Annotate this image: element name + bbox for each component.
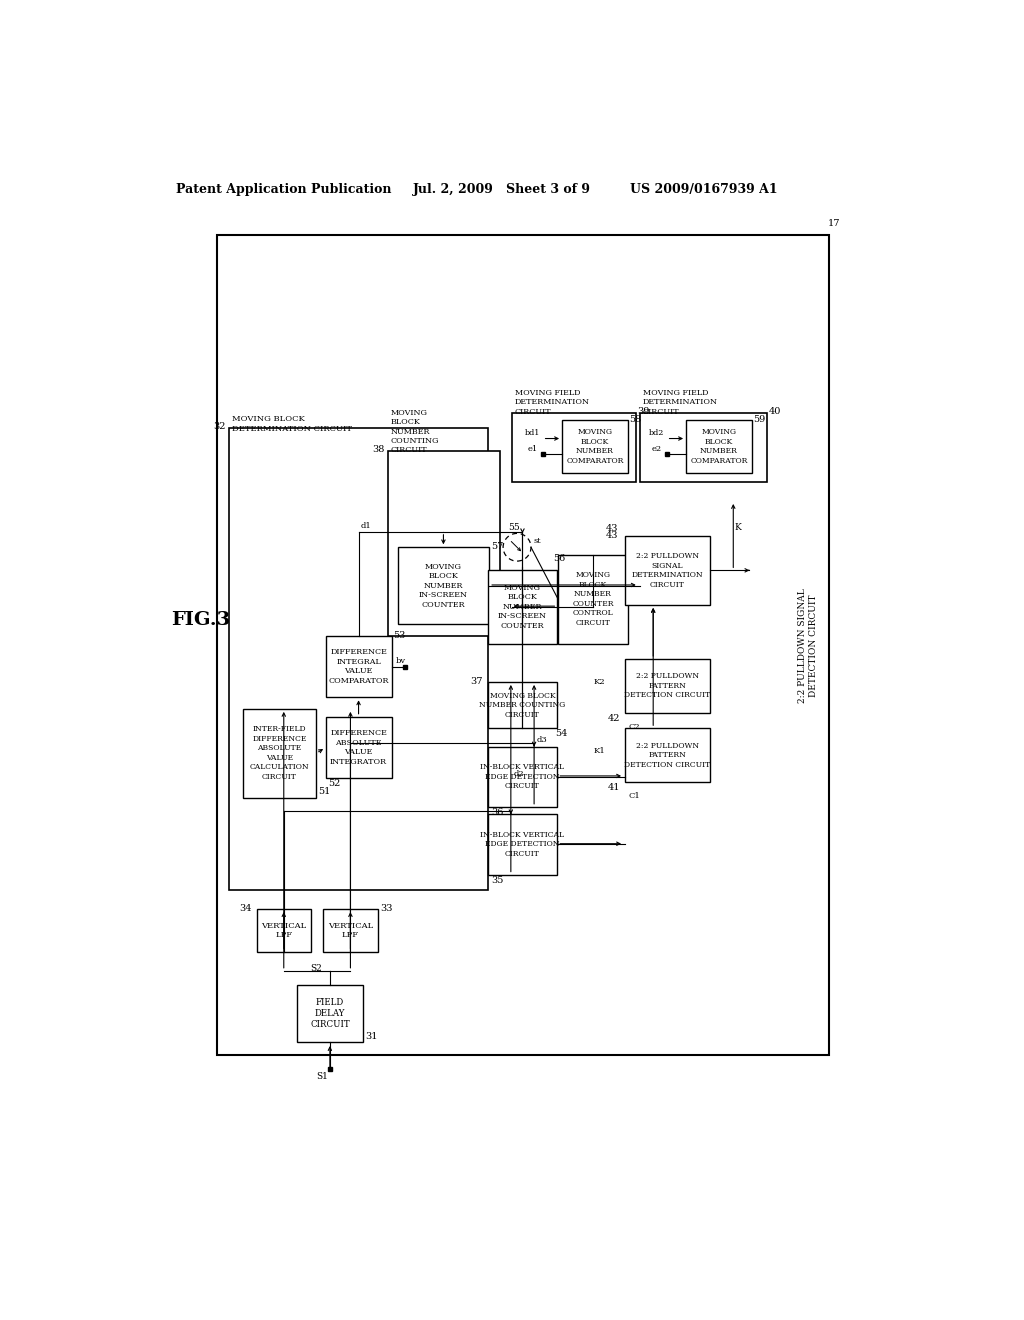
Text: 17: 17 <box>827 219 841 227</box>
Text: INTER-FIELD
DIFFERENCE
ABSOLUTE
VALUE
CALCULATION
CIRCUIT: INTER-FIELD DIFFERENCE ABSOLUTE VALUE CA… <box>250 726 309 781</box>
Text: MOVING FIELD
DETERMINATION
CIRCUIT: MOVING FIELD DETERMINATION CIRCUIT <box>643 389 718 416</box>
Text: e2: e2 <box>652 445 663 453</box>
Bar <box>297 985 362 1043</box>
Bar <box>243 709 316 797</box>
Text: 56: 56 <box>554 553 565 562</box>
Text: Patent Application Publication: Patent Application Publication <box>176 183 391 197</box>
Bar <box>487 747 557 807</box>
Text: MOVING
BLOCK
NUMBER
COUNTER
CONTROL
CIRCUIT: MOVING BLOCK NUMBER COUNTER CONTROL CIRC… <box>572 572 613 627</box>
Text: C1: C1 <box>629 792 640 800</box>
Bar <box>686 420 752 473</box>
Text: C2: C2 <box>629 722 640 730</box>
Text: MOVING FIELD
DETERMINATION
CIRCUIT: MOVING FIELD DETERMINATION CIRCUIT <box>515 389 590 416</box>
Text: DIFFERENCE
ABSOLUTE
VALUE
INTEGRATOR: DIFFERENCE ABSOLUTE VALUE INTEGRATOR <box>330 729 387 766</box>
Text: 34: 34 <box>240 904 252 913</box>
Text: 37: 37 <box>471 677 483 686</box>
Text: 39: 39 <box>637 407 649 416</box>
Text: 36: 36 <box>492 808 504 817</box>
Text: 43: 43 <box>605 531 617 540</box>
Text: MOVING
BLOCK
NUMBER
IN-SCREEN
COUNTER: MOVING BLOCK NUMBER IN-SCREEN COUNTER <box>498 583 547 630</box>
Bar <box>326 717 391 779</box>
Text: MOVING BLOCK
DETERMINATION CIRCUIT: MOVING BLOCK DETERMINATION CIRCUIT <box>231 416 352 433</box>
Text: FIELD
DELAY
CIRCUIT: FIELD DELAY CIRCUIT <box>310 998 350 1028</box>
Bar <box>786 235 829 1056</box>
Text: IN-BLOCK VERTICAL
EDGE DETECTION
CIRCUIT: IN-BLOCK VERTICAL EDGE DETECTION CIRCUIT <box>480 832 564 858</box>
Bar <box>487 682 557 729</box>
Text: 55: 55 <box>508 523 519 532</box>
Bar <box>625 536 710 605</box>
Text: K1: K1 <box>594 747 605 755</box>
Text: MOVING
BLOCK
NUMBER
COMPARATOR: MOVING BLOCK NUMBER COMPARATOR <box>566 428 624 465</box>
Text: VERTICAL
LPF: VERTICAL LPF <box>261 921 306 939</box>
Text: 35: 35 <box>492 875 504 884</box>
Text: S2: S2 <box>310 964 323 973</box>
Text: 38: 38 <box>372 445 384 454</box>
Bar <box>326 636 391 697</box>
Text: S1: S1 <box>316 1072 328 1081</box>
Text: 42: 42 <box>607 714 621 723</box>
Text: VERTICAL
LPF: VERTICAL LPF <box>328 921 373 939</box>
Bar <box>257 909 311 952</box>
Text: bv: bv <box>395 657 406 665</box>
Text: 58: 58 <box>630 414 642 424</box>
Text: bd2: bd2 <box>649 429 665 437</box>
Text: 52: 52 <box>328 779 340 788</box>
Bar <box>487 814 557 875</box>
Text: MOVING
BLOCK
NUMBER
IN-SCREEN
COUNTER: MOVING BLOCK NUMBER IN-SCREEN COUNTER <box>419 562 468 609</box>
Bar <box>625 729 710 781</box>
Text: Jul. 2, 2009   Sheet 3 of 9: Jul. 2, 2009 Sheet 3 of 9 <box>414 183 591 197</box>
Text: 2:2 PULLDOWN
SIGNAL
DETERMINATION
CIRCUIT: 2:2 PULLDOWN SIGNAL DETERMINATION CIRCUI… <box>632 552 703 589</box>
Text: MOVING
BLOCK
NUMBER
COUNTING
CIRCUIT: MOVING BLOCK NUMBER COUNTING CIRCUIT <box>391 409 439 454</box>
Text: bd1: bd1 <box>524 429 541 437</box>
Bar <box>512 413 636 482</box>
Text: 51: 51 <box>317 787 331 796</box>
Text: 2:2 PULLDOWN SIGNAL
DETECTION CIRCUIT: 2:2 PULLDOWN SIGNAL DETECTION CIRCUIT <box>799 587 818 702</box>
Text: 33: 33 <box>380 904 392 913</box>
Bar <box>562 420 628 473</box>
Bar <box>397 548 489 624</box>
Text: st: st <box>534 537 541 545</box>
Text: 59: 59 <box>754 414 766 424</box>
Text: 41: 41 <box>607 783 621 792</box>
Text: 31: 31 <box>366 1032 378 1040</box>
Bar <box>324 909 378 952</box>
Text: 53: 53 <box>393 631 406 640</box>
Text: IN-BLOCK VERTICAL
EDGE DETECTION
CIRCUIT: IN-BLOCK VERTICAL EDGE DETECTION CIRCUIT <box>480 763 564 791</box>
Text: d3: d3 <box>537 737 547 744</box>
Text: US 2009/0167939 A1: US 2009/0167939 A1 <box>630 183 778 197</box>
Bar <box>217 235 829 1056</box>
Bar <box>388 451 500 636</box>
Bar <box>487 570 557 644</box>
Text: 2:2 PULLDOWN
PATTERN
DETECTION CIRCUIT: 2:2 PULLDOWN PATTERN DETECTION CIRCUIT <box>625 742 711 768</box>
Bar <box>558 554 628 644</box>
Bar <box>640 413 767 482</box>
Text: 40: 40 <box>769 407 781 416</box>
Text: MOVING
BLOCK
NUMBER
COMPARATOR: MOVING BLOCK NUMBER COMPARATOR <box>690 428 748 465</box>
Text: d1: d1 <box>360 521 372 529</box>
Text: K2: K2 <box>594 678 605 686</box>
Text: e1: e1 <box>528 445 539 453</box>
Text: 2:2 PULLDOWN
PATTERN
DETECTION CIRCUIT: 2:2 PULLDOWN PATTERN DETECTION CIRCUIT <box>625 672 711 700</box>
Bar <box>625 659 710 713</box>
Text: 57: 57 <box>490 543 503 552</box>
Text: DIFFERENCE
INTEGRAL
VALUE
COMPARATOR: DIFFERENCE INTEGRAL VALUE COMPARATOR <box>329 648 389 685</box>
Text: 32: 32 <box>213 422 225 430</box>
Text: K: K <box>735 523 741 532</box>
Text: MOVING BLOCK
NUMBER COUNTING
CIRCUIT: MOVING BLOCK NUMBER COUNTING CIRCUIT <box>479 692 565 718</box>
Bar <box>228 428 488 890</box>
Text: 43: 43 <box>605 524 617 533</box>
Text: FIG.3: FIG.3 <box>171 611 229 630</box>
Text: 54: 54 <box>555 729 567 738</box>
Text: d2: d2 <box>513 771 524 779</box>
